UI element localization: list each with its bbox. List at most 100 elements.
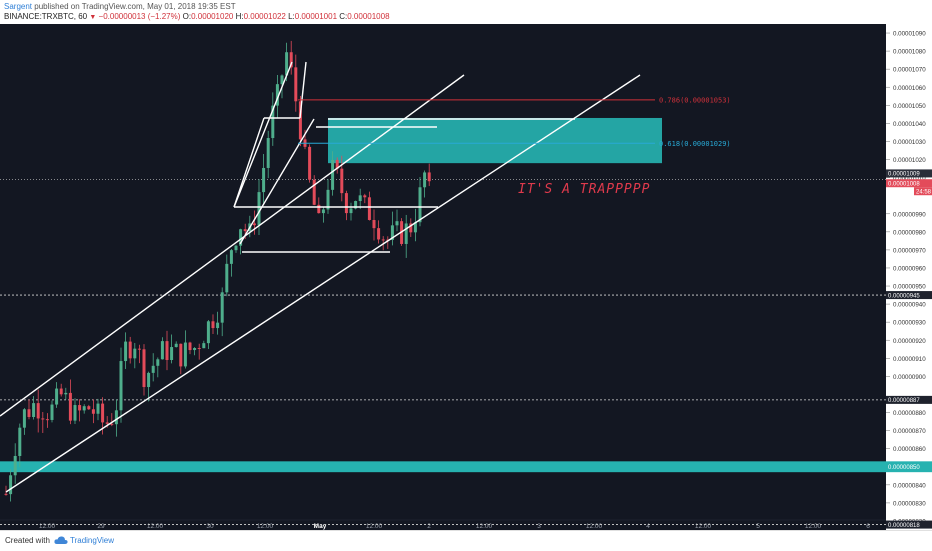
candle-down — [137, 348, 141, 350]
candle-up — [32, 403, 36, 417]
price-tick-label: 0.00000880 — [893, 410, 926, 417]
low-label: L: — [288, 12, 295, 21]
chart-header: Sargent published on TradingView.com, Ma… — [0, 0, 932, 24]
candle-up — [13, 455, 17, 476]
candle-down — [59, 388, 63, 395]
change-value: −0.00000013 (−1.27%) — [98, 12, 181, 21]
candle-up — [202, 343, 206, 349]
candle-down — [317, 204, 321, 214]
candle-down — [289, 52, 293, 68]
time-tick-label: 12:00 — [476, 523, 493, 530]
candle-down — [340, 168, 344, 194]
close-value: 0.00001008 — [347, 12, 390, 21]
time-tick-label: 30 — [206, 523, 214, 530]
candle-up — [239, 229, 243, 246]
time-tick-label: 12:00 — [366, 523, 383, 530]
candle-up — [271, 105, 275, 139]
current-price-badge — [886, 179, 932, 188]
candle-up — [206, 321, 210, 344]
candle-up — [266, 138, 270, 168]
candle-up — [229, 250, 233, 264]
price-tick-label: 0.00000900 — [893, 374, 926, 381]
candle-up — [147, 372, 151, 388]
price-tick-label: 0.00000870 — [893, 428, 926, 435]
candle-up — [50, 404, 54, 420]
price-tick-label: 0.00000860 — [893, 446, 926, 453]
price-tick-label: 0.00001090 — [893, 31, 926, 38]
price-tick-label: 0.00000960 — [893, 265, 926, 272]
price-tick-label: 0.00000910 — [893, 356, 926, 363]
candle-down — [211, 321, 215, 329]
candle-up — [285, 52, 289, 76]
candle-up — [133, 348, 137, 359]
close-label: C: — [339, 12, 348, 21]
author-link[interactable]: Sargent — [4, 2, 33, 11]
time-tick-label: 4 — [646, 523, 650, 530]
candle-up — [119, 361, 123, 411]
price-tick-label: 0.00001070 — [893, 67, 926, 74]
supply-zone — [328, 117, 662, 164]
candle-down — [179, 343, 183, 367]
candle-down — [165, 341, 169, 361]
trendline — [233, 117, 265, 208]
trendline — [239, 118, 315, 245]
time-tick-label: 5 — [756, 523, 760, 530]
time-tick-label: 29 — [97, 523, 105, 530]
price-badge-dark — [886, 169, 932, 178]
demand-zone-axis — [886, 461, 932, 473]
current-price-text: 0.00001008 — [888, 182, 920, 188]
candle-up — [404, 223, 408, 244]
candle-down — [372, 219, 376, 229]
candle-up — [22, 409, 26, 428]
candle-down — [344, 193, 348, 214]
candle-up — [413, 222, 417, 233]
candle-up — [73, 405, 77, 421]
price-tick-label: 0.00000920 — [893, 338, 926, 345]
high-label: H: — [235, 12, 244, 21]
time-tick-label: 3 — [537, 523, 541, 530]
candle-down — [252, 223, 256, 226]
price-axis[interactable] — [886, 24, 932, 530]
down-triangle-icon: ▼ — [89, 14, 97, 21]
candle-up — [18, 427, 22, 456]
price-tick-label: 0.00001050 — [893, 103, 926, 110]
candle-up — [418, 187, 422, 223]
level-price-badge — [886, 520, 932, 529]
price-tick-label: 0.00000980 — [893, 229, 926, 236]
candle-up — [220, 292, 224, 323]
candle-up — [262, 167, 266, 193]
candle-up — [124, 341, 128, 362]
candle-down — [312, 179, 316, 205]
time-tick-label: 12:00 — [39, 523, 56, 530]
candle-down — [427, 172, 431, 182]
time-tick-label: 12:00 — [586, 523, 603, 530]
candle-up — [82, 406, 86, 411]
created-with-text: Created with — [5, 536, 50, 545]
countdown-text: 24:58 — [916, 190, 932, 196]
candle-up — [354, 201, 358, 209]
candle-up — [331, 159, 335, 190]
chart-canvas[interactable]: 0.00001090 0.00001080 0.00001070 0.00001060… — [0, 24, 932, 530]
candle-up — [326, 189, 330, 210]
price-tick-label: 0.00001060 — [893, 85, 926, 92]
candle-down — [367, 197, 371, 220]
candle-down — [335, 159, 339, 169]
candle-down — [377, 228, 381, 240]
candle-up — [64, 392, 68, 395]
level-price-text: 0.00000887 — [888, 398, 920, 404]
symbol-label[interactable]: BINANCE:TRXBTC, 60 — [4, 12, 88, 21]
candle-down — [142, 349, 146, 388]
level-price-text: 0.00000945 — [888, 293, 920, 299]
candle-down — [105, 422, 109, 424]
level-price-badge — [886, 395, 932, 404]
candle-down — [110, 423, 114, 425]
candle-up — [96, 403, 100, 414]
candle-up — [170, 347, 174, 361]
trap-annotation: IT'S A TRAPPPPP — [518, 182, 650, 197]
trendline — [299, 61, 307, 119]
tradingview-brand[interactable]: TradingView — [70, 536, 115, 545]
price-tick-label: 0.00001040 — [893, 121, 926, 128]
price-tick-label: 0.00000990 — [893, 211, 926, 218]
candle-down — [45, 419, 49, 421]
time-tick-label: 12:00 — [147, 523, 164, 530]
